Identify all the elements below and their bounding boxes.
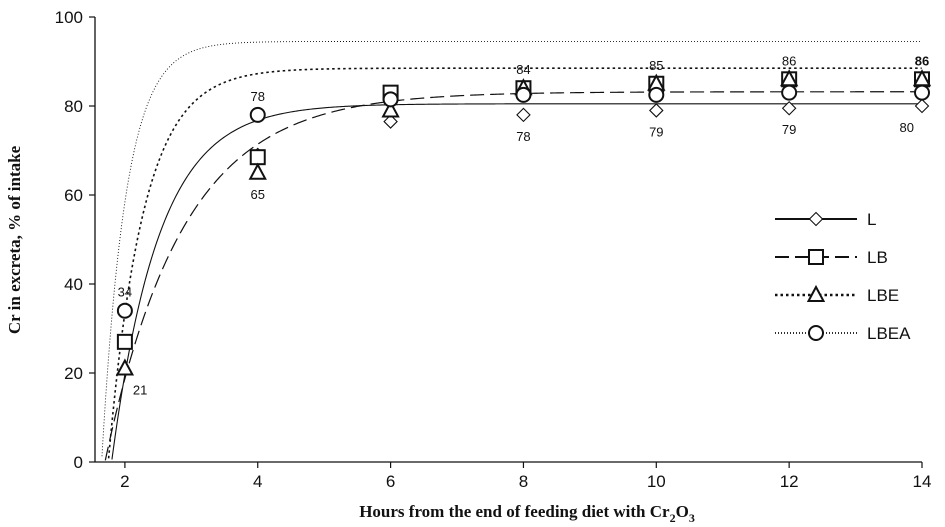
curve-lbea <box>101 41 922 457</box>
marker-lbe <box>381 100 400 118</box>
x-tick-label: 10 <box>647 472 666 491</box>
y-tick-label: 80 <box>64 97 83 116</box>
y-axis-title: Cr in excreta, % of intake <box>5 145 24 334</box>
data-label: 85 <box>649 58 663 73</box>
marker-lbe <box>248 162 267 180</box>
curve-lb <box>104 91 921 461</box>
data-label: 86 <box>782 53 796 68</box>
curve-l <box>111 103 921 460</box>
data-label: 79 <box>782 122 796 137</box>
x-tick-label: 8 <box>519 472 528 491</box>
data-label: 86 <box>915 53 929 68</box>
data-label: 21 <box>133 383 147 398</box>
marker-lbea <box>515 86 532 103</box>
data-markers <box>115 69 932 376</box>
data-label: 79 <box>649 124 663 139</box>
marker-lbea <box>914 84 930 101</box>
y-tick-label: 100 <box>55 8 83 27</box>
marker-lb <box>249 149 266 166</box>
legend-label-lbea: LBEA <box>867 324 911 343</box>
marker-lbe <box>115 358 135 376</box>
legend: L LB LBE LBEA <box>775 210 911 343</box>
axes: 0 20 40 60 80 100 2 4 6 8 10 12 14 <box>55 8 932 491</box>
y-tick-label: 60 <box>64 186 83 205</box>
marker-l <box>383 114 398 129</box>
marker-lbea <box>781 84 798 101</box>
legend-label-l: L <box>867 210 876 229</box>
legend-label-lb: LB <box>867 248 888 267</box>
legend-marker-lbea <box>808 325 824 341</box>
marker-lbea <box>648 86 665 103</box>
data-label: 34 <box>118 285 132 300</box>
marker-l <box>914 98 930 114</box>
legend-marker-lbe <box>806 284 826 302</box>
fitted-curves <box>101 41 922 461</box>
marker-lbea <box>249 106 266 123</box>
x-tick-label: 6 <box>386 472 395 491</box>
marker-l <box>516 107 531 123</box>
legend-marker-l <box>808 211 824 227</box>
marker-lbea <box>116 302 133 319</box>
x-tick-label: 2 <box>120 472 129 491</box>
data-label: 84 <box>516 62 530 77</box>
x-tick-label: 12 <box>780 472 799 491</box>
marker-lb <box>116 333 133 350</box>
marker-l <box>781 100 797 116</box>
x-tick-label: 4 <box>253 472 262 491</box>
legend-marker-lb <box>808 249 824 265</box>
y-tick-label: 40 <box>64 275 83 294</box>
y-tick-label: 20 <box>64 364 83 383</box>
marker-l <box>649 103 664 118</box>
y-tick-label: 0 <box>74 453 83 472</box>
x-tick-label: 14 <box>913 472 932 491</box>
data-labels: 34 21 78 65 84 78 85 79 86 79 86 80 <box>118 53 930 397</box>
legend-label-lbe: LBE <box>867 286 899 305</box>
data-label: 65 <box>251 187 265 202</box>
data-label: 78 <box>516 129 530 144</box>
data-label: 80 <box>900 120 914 135</box>
marker-lbea <box>382 91 399 108</box>
curve-lbe <box>107 67 922 459</box>
data-label: 78 <box>251 89 265 104</box>
x-axis-title: Hours from the end of feeding diet with … <box>359 502 695 525</box>
